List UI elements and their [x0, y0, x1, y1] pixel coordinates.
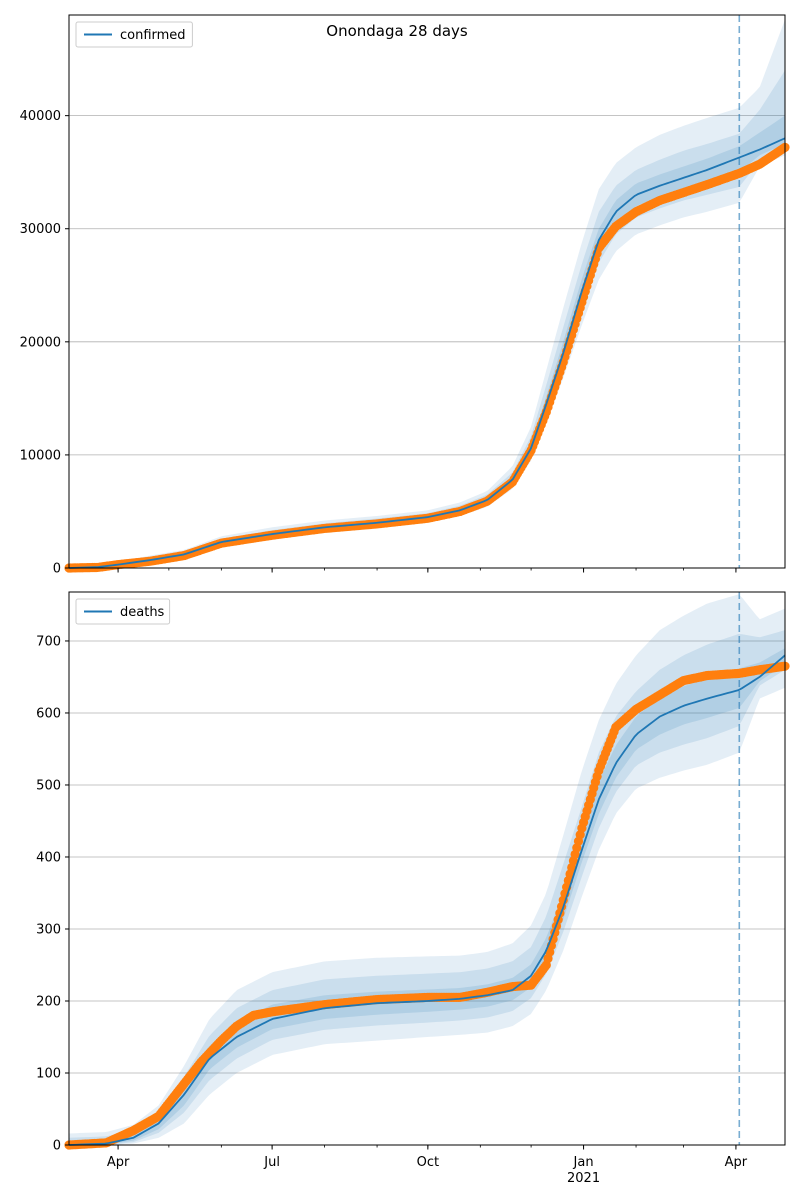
legend: deaths	[75, 598, 171, 625]
x-tick-sublabel: 2021	[567, 1171, 600, 1186]
y-tick-label: 10000	[20, 448, 61, 463]
plot-frame	[68, 591, 786, 1146]
y-tick-label: 0	[53, 562, 61, 577]
x-tick-label: Apr	[107, 1155, 130, 1170]
legend-box	[75, 598, 171, 625]
confirmed-chart: 0 10000 20000 30000 40000 confirmed	[20, 14, 790, 577]
x-axis	[117, 568, 737, 573]
y-tick-label: 700	[36, 634, 61, 649]
x-tick-label: Oct	[417, 1155, 439, 1170]
model-series	[68, 137, 786, 569]
legend: confirmed	[75, 21, 193, 48]
y-tick-label: 600	[36, 706, 61, 721]
band-outer	[69, 594, 785, 1145]
y-tick-label: 300	[36, 922, 61, 937]
figure-title: Onondaga 28 days	[326, 22, 468, 40]
y-tick-label: 500	[36, 778, 61, 793]
y-axis: 0 100 200 300 400 500 600 700	[36, 634, 69, 1154]
model-line	[68, 654, 786, 1146]
model-line	[68, 137, 786, 569]
model-series	[68, 654, 786, 1146]
legend-label: confirmed	[120, 28, 186, 43]
y-tick-label: 200	[36, 994, 61, 1009]
y-tick-label: 40000	[20, 109, 61, 124]
y-tick-label: 30000	[20, 222, 61, 237]
y-tick-label: 20000	[20, 335, 61, 350]
y-axis: 0 10000 20000 30000 40000	[20, 109, 69, 577]
y-tick-label: 0	[53, 1139, 61, 1154]
y-tick-label: 400	[36, 850, 61, 865]
x-tick-label: Apr	[725, 1155, 748, 1170]
x-tick-label: Jul	[263, 1155, 280, 1170]
y-tick-label: 100	[36, 1066, 61, 1081]
legend-box	[75, 21, 193, 48]
plot-frame	[68, 14, 786, 569]
legend-label: deaths	[120, 605, 165, 620]
x-tick-label: Jan	[573, 1155, 594, 1170]
